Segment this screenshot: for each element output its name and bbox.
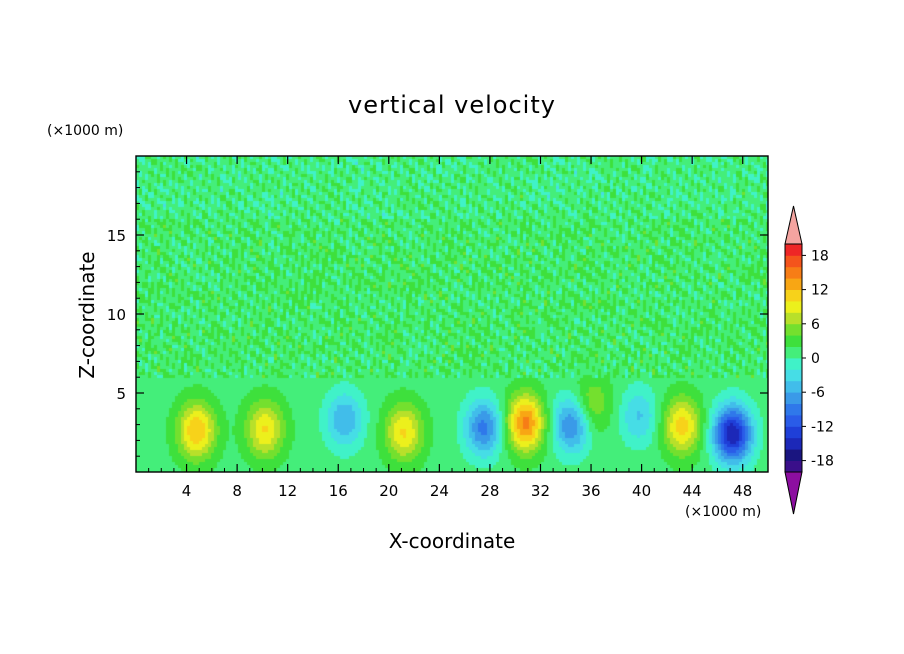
x-tick-label: 8 [232, 482, 242, 500]
colorbar-swatch [785, 335, 802, 347]
colorbar-swatch [785, 369, 802, 382]
colorbar-tick-label: 12 [811, 283, 829, 299]
y-tick-label: 10 [107, 306, 126, 324]
colorbar-swatch [785, 346, 802, 359]
colorbar-swatch [785, 426, 802, 439]
colorbar-tick-label: -12 [811, 419, 834, 435]
colorbar-tick-label: -6 [811, 385, 825, 401]
y-axis-label: Z-coordinate [75, 251, 99, 378]
colorbar-swatch [785, 437, 802, 450]
colorbar-tick-label: 0 [811, 351, 820, 367]
colorbar-swatch [785, 380, 802, 393]
colorbar-under-arrow [784, 471, 803, 515]
x-tick-label: 4 [182, 482, 192, 500]
colorbar-swatch [785, 255, 802, 268]
y-tick-label: 15 [107, 227, 126, 245]
y-unit-label: (×1000 m) [47, 123, 123, 139]
colorbar-swatch [785, 449, 802, 461]
x-tick-label: 44 [683, 482, 702, 500]
y-tick-label: 5 [116, 385, 126, 403]
x-tick-label: 24 [430, 482, 449, 500]
heatmap-field [136, 156, 768, 472]
colorbar-tick-label: 6 [811, 317, 820, 333]
colorbar-swatch [785, 266, 802, 279]
colorbar-swatch [785, 403, 802, 416]
x-axis-label: X-coordinate [389, 529, 516, 553]
colorbar: 18 12 6 0 -6 -12 -18 [784, 205, 834, 515]
colorbar-swatch [785, 392, 802, 404]
colorbar-over-arrow [784, 205, 803, 245]
x-tick-label: 36 [581, 482, 600, 500]
x-unit-label: (×1000 m) [685, 504, 761, 520]
x-tick-label: 28 [480, 482, 499, 500]
colorbar-swatch [785, 289, 802, 302]
x-tick-label: 40 [632, 482, 651, 500]
colorbar-tick-label: -18 [811, 454, 834, 470]
x-tick-label: 16 [329, 482, 348, 500]
colorbar-tick-label: 18 [811, 248, 829, 264]
chart-title: vertical velocity [348, 91, 556, 119]
x-axis-ticks: 4 8 12 16 20 24 28 32 36 40 44 48 [148, 156, 756, 500]
colorbar-swatch [785, 415, 802, 427]
colorbar-swatch [785, 312, 802, 325]
colorbar-swatch [785, 460, 802, 473]
y-axis-ticks: 5 10 15 [107, 171, 768, 457]
x-tick-label: 32 [531, 482, 550, 500]
x-tick-label: 20 [379, 482, 398, 500]
x-tick-label: 12 [278, 482, 297, 500]
colorbar-swatch [785, 301, 802, 313]
colorbar-swatch [785, 278, 802, 290]
plot-area [135, 155, 769, 473]
colorbar-swatch [785, 323, 802, 336]
colorbar-swatch [785, 358, 802, 370]
x-tick-label: 48 [733, 482, 752, 500]
colorbar-swatch [785, 244, 802, 256]
